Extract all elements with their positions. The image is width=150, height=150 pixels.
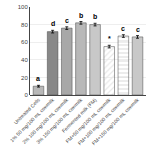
svg-text:20: 20 <box>21 75 28 81</box>
svg-text:b: b <box>93 13 97 20</box>
svg-text:40: 40 <box>21 57 28 63</box>
svg-text:c: c <box>121 25 125 32</box>
svg-text:1% 50 mg/100 mL cowmilk: 1% 50 mg/100 mL cowmilk <box>9 96 56 143</box>
svg-text:b: b <box>79 12 83 19</box>
svg-text:2% 100 mg/100 mL cowmilk: 2% 100 mg/100 mL cowmilk <box>21 96 70 145</box>
svg-text:3% 150 mg/100 mL cowmilk: 3% 150 mg/100 mL cowmilk <box>35 96 84 145</box>
svg-text:Fermented milk (FM): Fermented milk (FM) <box>60 97 97 134</box>
svg-text:FM+100 mg/100 mL cowmilk: FM+100 mg/100 mL cowmilk <box>76 96 126 146</box>
svg-text:d: d <box>51 20 55 27</box>
svg-text:0: 0 <box>24 92 28 98</box>
svg-text:FM+150 mg/100 mL cowmilk: FM+150 mg/100 mL cowmilk <box>91 96 141 146</box>
svg-text:a: a <box>36 75 40 82</box>
svg-text:c: c <box>136 26 140 33</box>
svg-text:60: 60 <box>21 39 28 45</box>
svg-text:*: * <box>108 35 111 42</box>
svg-text:80: 80 <box>21 22 28 28</box>
svg-text:Untreated Cells: Untreated Cells <box>12 96 41 125</box>
svg-text:FM+50 mg/100 mL cowmilk: FM+50 mg/100 mL cowmilk <box>64 96 112 144</box>
svg-text:c: c <box>65 17 69 24</box>
svg-text:100: 100 <box>18 4 29 10</box>
